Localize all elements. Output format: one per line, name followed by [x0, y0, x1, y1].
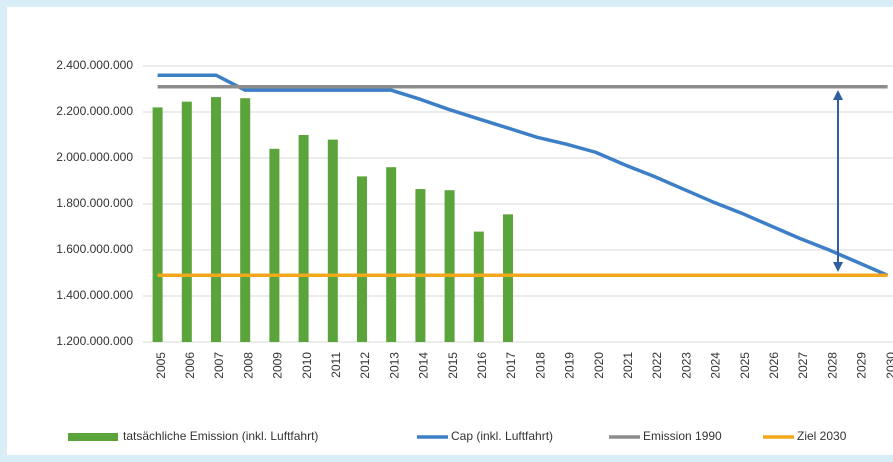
- y-tick-label: 2.200.000.000: [56, 104, 133, 118]
- y-tick-label: 1.800.000.000: [56, 196, 133, 210]
- bar: [211, 97, 221, 342]
- legend-label: Emission 1990: [643, 429, 722, 443]
- bar: [181, 101, 192, 343]
- plot-area: 1.200.000.000 1.400.000.000 1.600.000.000 1…: [56, 58, 893, 379]
- bar: [357, 176, 367, 342]
- x-tick-label: 2027: [796, 352, 810, 379]
- x-tick-label: 2005: [154, 352, 168, 379]
- bar: [386, 167, 397, 342]
- x-tick-label: 2016: [475, 352, 489, 379]
- x-tick-label: 2007: [212, 352, 226, 379]
- legend-label: Ziel 2030: [797, 429, 847, 443]
- bar: [503, 214, 513, 342]
- x-tick-label: 2028: [825, 352, 839, 379]
- x-tick-label: 2009: [271, 352, 285, 379]
- x-tick-label: 2013: [387, 352, 401, 379]
- line-series: [157, 73, 889, 277]
- x-tick-label: 2029: [855, 352, 869, 379]
- x-tick-label: 2017: [504, 352, 518, 379]
- x-tick-label: 2020: [592, 352, 606, 379]
- legend-swatch: [68, 433, 118, 441]
- bar: [298, 135, 309, 342]
- x-tick-label: 2021: [621, 352, 635, 379]
- x-tick-label: 2006: [183, 352, 197, 379]
- x-tick-label: 2026: [767, 352, 781, 379]
- bar: [269, 148, 280, 342]
- x-tick-label: 2023: [679, 352, 693, 379]
- x-tick-label: 2010: [300, 352, 314, 379]
- x-tick-label: 2011: [329, 352, 343, 378]
- bar: [473, 231, 484, 342]
- x-tick-label: 2022: [650, 352, 664, 379]
- bar: [240, 98, 251, 342]
- y-tick-label: 1.600.000.000: [56, 242, 133, 256]
- y-tick-label: 1.200.000.000: [56, 334, 133, 348]
- x-tick-label: 2012: [358, 352, 372, 379]
- x-tick-label: 2018: [533, 352, 547, 379]
- bar: [444, 190, 455, 342]
- legend-label: tatsächliche Emission (inkl. Luftfahrt): [123, 429, 318, 443]
- x-tick-label: 2014: [417, 352, 431, 379]
- bar: [415, 189, 426, 342]
- legend: tatsächliche Emission (inkl. Luftfahrt) C…: [68, 429, 847, 443]
- x-tick-label: 2025: [738, 352, 752, 379]
- x-tick-label: 2015: [446, 352, 460, 379]
- x-tick-label: 2030: [884, 352, 893, 379]
- y-tick-label: 1.400.000.000: [56, 288, 133, 302]
- bar: [152, 107, 163, 343]
- arrow-annotation: [833, 90, 843, 272]
- bar: [327, 139, 338, 342]
- x-tick-label: 2024: [709, 352, 723, 379]
- x-tick-label: 2008: [241, 352, 255, 379]
- legend-label: Cap (inkl. Luftfahrt): [451, 429, 553, 443]
- y-tick-label: 2.000.000.000: [56, 150, 133, 164]
- x-tick-label: 2019: [563, 352, 577, 379]
- y-tick-label: 2.400.000.000: [56, 58, 133, 72]
